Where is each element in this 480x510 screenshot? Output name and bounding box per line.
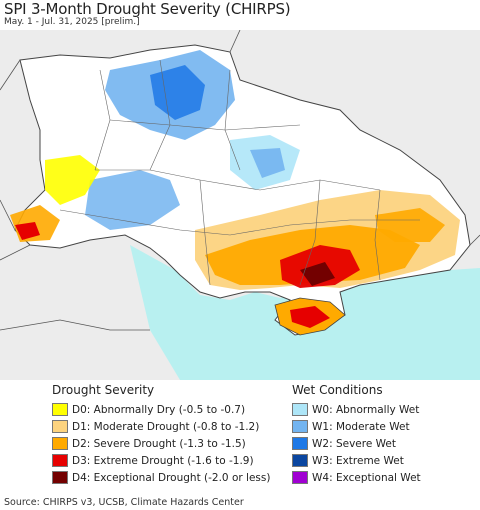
drought-map — [0, 30, 480, 380]
legend-swatch-w0 — [292, 403, 308, 416]
legend-label-d4: D4: Exceptional Drought (-2.0 or less) — [72, 471, 271, 484]
map-legend: Drought Severity D0: Abnormally Dry (-0.… — [0, 383, 480, 493]
legend-label-d1: D1: Moderate Drought (-0.8 to -1.2) — [72, 420, 260, 433]
legend-item-d3: D3: Extreme Drought (-1.6 to -1.9) — [52, 452, 270, 469]
exceptional-drought-south — [300, 262, 335, 286]
legend-label-w4: W4: Exceptional Wet — [312, 471, 421, 484]
drought-legend-heading: Drought Severity — [52, 383, 155, 397]
legend-swatch-d4 — [52, 471, 68, 484]
wet-legend: Wet Conditions W0: Abnormally Wet W1: Mo… — [292, 383, 421, 486]
legend-item-d4: D4: Exceptional Drought (-2.0 or less) — [52, 469, 270, 486]
legend-swatch-w4 — [292, 471, 308, 484]
legend-item-w1: W1: Moderate Wet — [292, 418, 421, 435]
severe-wet-north — [150, 65, 205, 120]
legend-swatch-w3 — [292, 454, 308, 467]
extreme-drought-southwest — [15, 222, 40, 240]
legend-label-w2: W2: Severe Wet — [312, 437, 396, 450]
map-title: SPI 3-Month Drought Severity (CHIRPS) — [4, 0, 291, 18]
legend-item-d1: D1: Moderate Drought (-0.8 to -1.2) — [52, 418, 270, 435]
legend-swatch-w1 — [292, 420, 308, 433]
abnormally-dry-west — [45, 155, 100, 205]
legend-swatch-d3 — [52, 454, 68, 467]
legend-item-w2: W2: Severe Wet — [292, 435, 421, 452]
drought-legend: Drought Severity D0: Abnormally Dry (-0.… — [52, 383, 270, 486]
legend-swatch-d0 — [52, 403, 68, 416]
extreme-drought-crimea — [290, 306, 330, 328]
wet-legend-heading: Wet Conditions — [292, 383, 383, 397]
severe-drought-east — [375, 208, 445, 242]
legend-label-w0: W0: Abnormally Wet — [312, 403, 420, 416]
legend-swatch-d1 — [52, 420, 68, 433]
legend-item-w4: W4: Exceptional Wet — [292, 469, 421, 486]
map-canvas — [0, 30, 480, 380]
legend-label-w1: W1: Moderate Wet — [312, 420, 410, 433]
legend-item-d0: D0: Abnormally Dry (-0.5 to -0.7) — [52, 401, 270, 418]
legend-item-d2: D2: Severe Drought (-1.3 to -1.5) — [52, 435, 270, 452]
legend-label-d3: D3: Extreme Drought (-1.6 to -1.9) — [72, 454, 254, 467]
legend-item-w0: W0: Abnormally Wet — [292, 401, 421, 418]
international-borders — [0, 30, 480, 331]
legend-swatch-w2 — [292, 437, 308, 450]
legend-label-d2: D2: Severe Drought (-1.3 to -1.5) — [72, 437, 246, 450]
wet-area-central — [85, 170, 180, 230]
legend-item-w3: W3: Extreme Wet — [292, 452, 421, 469]
map-subtitle: May. 1 - Jul. 31, 2025 [prelim.] — [4, 17, 140, 27]
source-credit: Source: CHIRPS v3, UCSB, Climate Hazards… — [4, 497, 244, 508]
legend-label-d0: D0: Abnormally Dry (-0.5 to -0.7) — [72, 403, 246, 416]
moderate-wet-northeast — [250, 148, 285, 178]
region-borders — [59, 59, 420, 286]
legend-label-w3: W3: Extreme Wet — [312, 454, 404, 467]
legend-swatch-d2 — [52, 437, 68, 450]
